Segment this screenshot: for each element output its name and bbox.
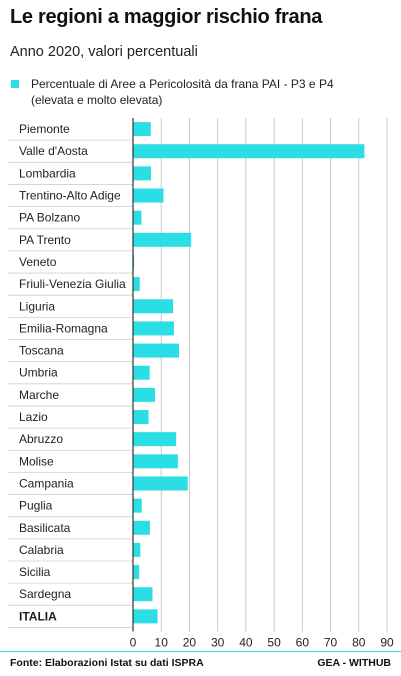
category-label: Toscana: [19, 344, 64, 358]
x-tick-label: 20: [183, 635, 197, 649]
bar: [133, 232, 192, 247]
chart-title: Le regioni a maggior rischio frana: [10, 6, 323, 28]
x-tick-label: 30: [211, 635, 225, 649]
x-tick-label: 0: [130, 635, 137, 649]
category-label: Trentino-Alto Adige: [19, 189, 121, 203]
x-tick-label: 90: [380, 635, 394, 649]
category-label: Umbria: [19, 366, 58, 380]
category-label: Lombardia: [19, 166, 76, 180]
x-tick-label: 50: [267, 635, 281, 649]
footer: Fonte: Elaborazioni Istat su dati ISPRA …: [0, 651, 401, 676]
bar: [133, 520, 150, 535]
category-label: PA Bolzano: [19, 211, 80, 225]
bar: [133, 166, 152, 181]
category-label: Valle d'Aosta: [19, 144, 88, 158]
bar: [133, 587, 153, 602]
bar: [133, 188, 164, 203]
category-label: ITALIA: [19, 609, 57, 623]
x-tick-label: 80: [352, 635, 366, 649]
legend-label-line-1: Percentuale di Aree a Pericolosità da fr…: [31, 77, 334, 91]
category-label: Friuli-Venezia Giulia: [19, 277, 126, 291]
legend-label-line-2: (elevata e molto elevata): [31, 93, 163, 107]
category-label: Puglia: [19, 499, 53, 513]
category-label: Sicilia: [19, 565, 51, 579]
category-label: Campania: [19, 476, 74, 490]
bar: [133, 365, 150, 380]
x-tick-label: 10: [155, 635, 169, 649]
x-tick-label: 70: [324, 635, 338, 649]
legend-swatch: [11, 80, 19, 88]
category-label: Liguria: [19, 299, 55, 313]
bar: [133, 476, 188, 491]
bar: [133, 343, 180, 358]
x-tick-label: 40: [239, 635, 253, 649]
category-label: Molise: [19, 454, 54, 468]
bar: [133, 410, 149, 425]
category-label: Emilia-Romagna: [19, 321, 108, 335]
category-label: Marche: [19, 388, 59, 402]
bar: [133, 609, 158, 624]
category-label: Piemonte: [19, 122, 70, 136]
bar-chart: Piemonte Valle d'Aosta Lombardia Trentino-A…: [8, 118, 394, 649]
x-tick-label: 60: [296, 635, 310, 649]
credit-note: GEA - WITHUB: [317, 657, 391, 669]
bar: [133, 277, 140, 292]
bar: [133, 387, 156, 402]
category-label: Basilicata: [19, 521, 71, 535]
category-label: Calabria: [19, 543, 64, 557]
category-label: PA Trento: [19, 233, 71, 247]
category-label: Abruzzo: [19, 432, 63, 446]
bar: [133, 565, 140, 580]
bar: [133, 498, 142, 513]
bar: [133, 432, 177, 447]
bar: [133, 210, 142, 225]
bar: [133, 321, 174, 336]
bar: [133, 144, 365, 159]
bar: [133, 454, 178, 469]
bar: [133, 122, 151, 137]
chart-subtitle: Anno 2020, valori percentuali: [10, 44, 198, 60]
source-note: Fonte: Elaborazioni Istat su dati ISPRA: [10, 657, 204, 669]
legend-label: Percentuale di Aree a Pericolosità da fr…: [31, 76, 334, 108]
category-label: Sardegna: [19, 587, 71, 601]
category-label: Veneto: [19, 255, 57, 269]
bar: [133, 542, 141, 557]
category-label: Lazio: [19, 410, 48, 424]
bar: [133, 299, 174, 314]
